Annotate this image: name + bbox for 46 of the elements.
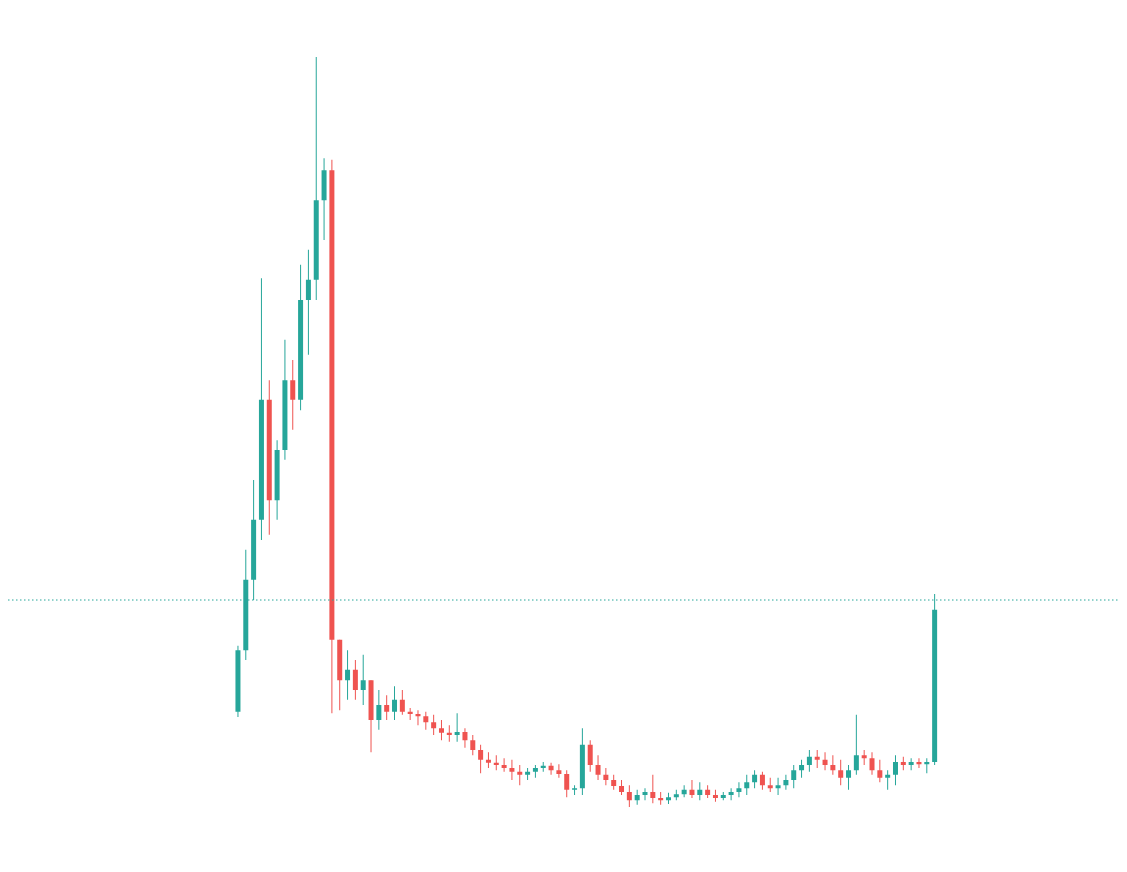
- candlestick: [556, 763, 562, 779]
- candlestick: [431, 714, 437, 736]
- candlestick: [806, 749, 812, 773]
- candlestick: [501, 757, 507, 773]
- candlestick: [305, 249, 311, 356]
- candlestick: [360, 654, 366, 706]
- candlestick: [399, 689, 405, 716]
- candlestick: [478, 744, 484, 774]
- candlestick: [728, 787, 734, 801]
- candlestick: [916, 757, 922, 769]
- candlestick: [587, 739, 593, 773]
- candlestick: [509, 759, 515, 781]
- candlestick: [290, 359, 296, 431]
- candlestick: [846, 764, 852, 791]
- candlestick: [595, 754, 601, 781]
- candlestick: [822, 751, 828, 771]
- candlestick: [853, 714, 859, 776]
- candlestick: [650, 774, 656, 804]
- candlestick: [392, 685, 398, 721]
- candlestick: [892, 754, 898, 786]
- candlestick: [462, 727, 468, 749]
- candlestick: [736, 781, 742, 798]
- candlestick: [345, 649, 351, 701]
- candlestick: [454, 712, 460, 743]
- candlestick: [376, 689, 382, 731]
- candlestick: [564, 769, 570, 798]
- candlestick: [352, 659, 358, 701]
- candlestick: [384, 694, 390, 721]
- candlestick: [830, 754, 836, 776]
- candlestick: [908, 757, 914, 771]
- candlestick: [869, 751, 875, 776]
- candlestick: [603, 767, 609, 786]
- candlestick: [689, 779, 695, 799]
- candlestick: [438, 719, 444, 741]
- candlestick: [791, 764, 797, 789]
- candlestick: [415, 709, 421, 726]
- candlestick: [775, 777, 781, 796]
- candlestick: [626, 784, 632, 807]
- candlestick: [517, 764, 523, 786]
- candlestick: [838, 759, 844, 786]
- candlestick: [470, 734, 476, 756]
- candlestick: [783, 774, 789, 791]
- candlestick: [642, 787, 648, 801]
- candlestick: [885, 769, 891, 791]
- candlestick: [877, 759, 883, 783]
- candlestick: [744, 774, 750, 796]
